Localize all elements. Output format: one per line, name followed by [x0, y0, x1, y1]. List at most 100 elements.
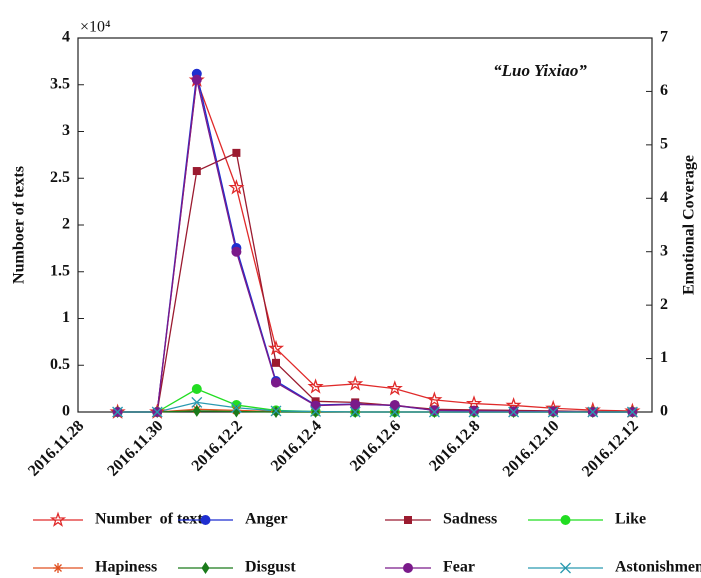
y-tick-label: 0	[62, 403, 70, 420]
marker-stroke	[151, 406, 163, 418]
marker-stroke	[468, 406, 480, 418]
legend-label: Disgust	[245, 559, 296, 576]
marker	[587, 406, 599, 418]
y-tick-label: 4	[62, 29, 70, 46]
marker-stroke	[508, 406, 520, 418]
marker	[310, 400, 321, 411]
y2-tick-label: 3	[660, 242, 668, 259]
marker-stroke	[560, 562, 571, 574]
marker	[151, 406, 163, 418]
x-tick-label: 2016.11.28	[25, 417, 87, 479]
y-multiplier: ×10⁴	[80, 19, 111, 36]
marker	[230, 402, 242, 414]
marker	[201, 562, 210, 574]
series-line	[117, 79, 633, 413]
y2-tick-label: 7	[660, 29, 668, 46]
y-tick-label: 1.5	[50, 262, 70, 279]
series-line	[117, 151, 633, 413]
marker-stroke	[191, 396, 203, 408]
legend-label: Hapiness	[95, 559, 157, 576]
marker	[231, 246, 242, 257]
y-axis-label: Numboer of texts	[11, 166, 28, 284]
marker	[347, 375, 364, 391]
x-tick-label: 2016.12.8	[426, 417, 483, 474]
marker	[626, 406, 638, 418]
y-tick-label: 2.5	[50, 169, 70, 186]
marker	[404, 516, 412, 524]
marker-stroke	[230, 402, 242, 414]
y2-tick-label: 6	[660, 82, 668, 99]
marker	[228, 179, 245, 195]
y-tick-label: 0.5	[50, 356, 70, 373]
y2-tick-label: 1	[660, 349, 668, 366]
marker	[192, 167, 201, 176]
legend-item: Hapiness	[33, 559, 157, 576]
legend-label: Astonishment	[615, 559, 701, 576]
marker	[49, 511, 67, 527]
marker	[192, 404, 201, 417]
marker	[386, 380, 403, 396]
legend-label: Sadness	[443, 511, 497, 528]
marker-stroke	[349, 406, 361, 418]
legend-label: Anger	[245, 511, 288, 528]
legend-label: Number of texts	[95, 511, 209, 528]
marker-stroke	[626, 406, 638, 418]
series-line	[117, 73, 633, 413]
y2-tick-label: 0	[660, 403, 668, 420]
marker	[426, 391, 443, 407]
marker	[271, 377, 281, 388]
marker	[200, 515, 211, 525]
marker	[560, 562, 571, 574]
marker	[270, 405, 282, 417]
legend-item: Disgust	[178, 559, 296, 576]
x-tick-label: 2016.11.30	[104, 417, 166, 479]
legend-label: Like	[615, 511, 646, 528]
y2-axis-label: Emotional Coverage	[681, 155, 698, 295]
marker	[191, 74, 202, 85]
marker-stroke	[310, 406, 322, 417]
marker	[468, 406, 480, 418]
marker	[428, 406, 440, 418]
marker	[112, 406, 124, 418]
marker	[53, 563, 63, 573]
y2-tick-label: 4	[660, 189, 668, 206]
marker	[350, 399, 361, 410]
series-line	[117, 79, 633, 413]
marker	[232, 405, 241, 418]
marker	[403, 563, 413, 573]
y-tick-label: 2	[62, 216, 70, 233]
marker	[310, 406, 322, 417]
marker	[191, 384, 202, 395]
marker-stroke	[547, 406, 559, 418]
marker	[429, 405, 440, 416]
x-tick-label: 2016.12.12	[579, 417, 642, 480]
marker-stroke	[112, 406, 124, 418]
x-tick-label: 2016.12.2	[189, 417, 246, 474]
marker	[349, 406, 361, 418]
series-line	[117, 401, 633, 413]
marker	[232, 148, 241, 157]
legend-item: Anger	[178, 511, 288, 528]
marker	[307, 378, 324, 394]
legend-label: Fear	[443, 559, 475, 576]
marker	[508, 406, 520, 418]
legend-item: Sadness	[385, 511, 497, 528]
legend-item: Number of texts	[33, 511, 209, 528]
annotation: “Luo Yixiao”	[493, 61, 587, 80]
x-tick-label: 2016.12.10	[500, 417, 563, 480]
marker	[560, 515, 571, 525]
marker-stroke	[54, 564, 62, 572]
marker-stroke	[587, 406, 599, 418]
marker	[191, 396, 203, 408]
y-tick-label: 1	[62, 309, 70, 326]
marker	[267, 339, 285, 356]
marker	[389, 400, 400, 411]
y2-tick-label: 5	[660, 136, 668, 153]
marker-stroke	[389, 406, 401, 418]
marker	[389, 406, 401, 418]
legend-item: Like	[528, 511, 646, 528]
y-tick-label: 3.5	[50, 75, 70, 92]
legend-item: Astonishment	[528, 559, 701, 576]
marker	[469, 405, 479, 416]
